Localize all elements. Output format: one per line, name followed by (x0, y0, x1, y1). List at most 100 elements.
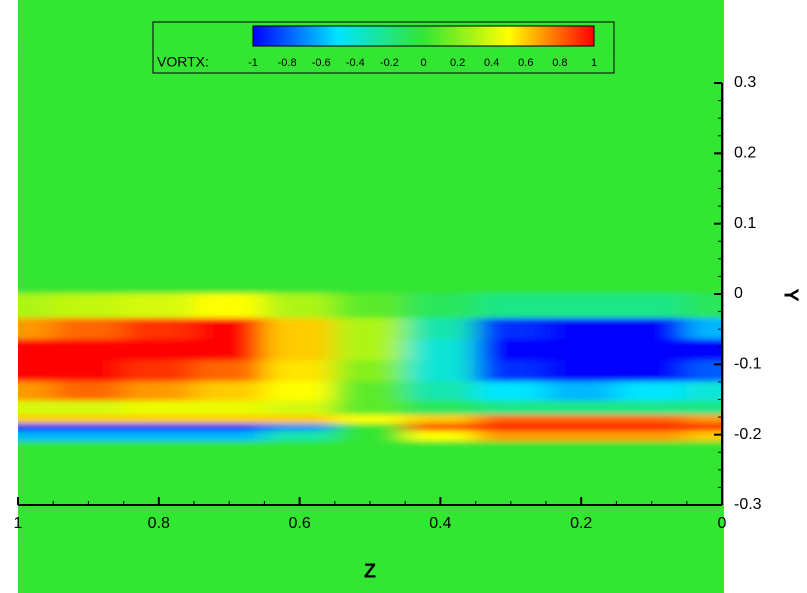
contour-cell (545, 430, 617, 443)
contour-cell (193, 381, 265, 402)
contour-cell (615, 188, 688, 253)
contour-cell (123, 117, 195, 189)
axes: -1 -0.8 -0.6 -0.4 -0.2 0 0.2 0.4 0.6 0.8 1 1 0.8 0.6 0… (14, 57, 762, 532)
contour-cell (18, 188, 54, 253)
contour-cell (545, 400, 617, 416)
contour-cell (475, 188, 547, 253)
x-tick-label: 0.4 (429, 515, 451, 532)
contour-cell (686, 381, 722, 402)
x-tick-label: 0.2 (570, 515, 592, 532)
contour-cell (475, 381, 547, 402)
contour-cell (334, 318, 406, 341)
contour-cell (123, 293, 195, 320)
contour-cell (263, 339, 336, 362)
contour-cell (545, 414, 617, 425)
contour-cell (545, 251, 617, 295)
contour-cell (686, 423, 722, 432)
contour-cell (404, 414, 477, 425)
contour-cell (193, 430, 265, 443)
contour-cell (123, 430, 195, 443)
contour-cell (52, 318, 125, 341)
contour-cell (404, 339, 477, 362)
contour-cell (52, 117, 125, 189)
colorbar-tick-label: 0 (420, 57, 426, 69)
contour-cell (334, 188, 406, 253)
contour-cell (18, 430, 54, 443)
y-tick-label: 0.2 (734, 145, 756, 162)
contour-cell (334, 423, 406, 432)
contour-cell (193, 339, 265, 362)
contour-cell (123, 47, 195, 119)
contour-cell (615, 339, 688, 362)
contour-cell (263, 381, 336, 402)
contour-cell (263, 441, 336, 478)
contour-cell (404, 117, 477, 189)
contour-cell (615, 360, 688, 383)
contour-cell (52, 360, 125, 383)
contour-cell (615, 251, 688, 295)
contour-cell (545, 381, 617, 402)
contour-cell (334, 360, 406, 383)
contour-cell (123, 441, 195, 478)
contour-cell (52, 441, 125, 478)
contour-cell (18, 441, 54, 478)
contour-cell (615, 441, 688, 478)
contour-cell (193, 188, 265, 253)
contour-cell (686, 360, 722, 383)
contour-cell (686, 318, 722, 341)
contour-cell (334, 414, 406, 425)
contour-cell (123, 251, 195, 295)
contour-cell (123, 318, 195, 341)
contour-cell (263, 423, 336, 432)
colorbar-tick-label: -1 (248, 57, 258, 69)
y-tick-label: -0.2 (734, 426, 762, 443)
contour-cell (193, 441, 265, 478)
x-tick-label: 1 (14, 515, 23, 532)
contour-cell (18, 117, 54, 189)
contour-cell (334, 339, 406, 362)
contour-cell (615, 400, 688, 416)
contour-cell (193, 360, 265, 383)
contour-cell (475, 251, 547, 295)
contour-cell (334, 381, 406, 402)
contour-cell (404, 430, 477, 443)
y-axis-label: Y (780, 288, 802, 302)
contour-cell (475, 117, 547, 189)
contour-cell (545, 318, 617, 341)
contour-cell (404, 423, 477, 432)
contour-cell (475, 360, 547, 383)
contour-cell (475, 430, 547, 443)
contour-cell (52, 381, 125, 402)
contour-cell (123, 423, 195, 432)
contour-cell (123, 381, 195, 402)
contour-cell (18, 360, 54, 383)
contour-cell (545, 339, 617, 362)
colorbar-tick-label: 0.8 (552, 57, 567, 69)
legend-label: VORTX: (157, 54, 209, 70)
contour-cell (475, 400, 547, 416)
colorbar-tick-label: -0.4 (346, 57, 365, 69)
contour-cell (193, 423, 265, 432)
x-tick-label: 0.8 (148, 515, 170, 532)
contour-cell (193, 117, 265, 189)
contour-cell (193, 47, 265, 119)
contour-cell (263, 414, 336, 425)
contour-cell (334, 117, 406, 189)
x-tick-label: 0 (718, 515, 727, 532)
contour-cell (263, 430, 336, 443)
contour-cell (334, 441, 406, 478)
contour-cell (18, 339, 54, 362)
contour-cell (18, 400, 54, 416)
contour-cell (52, 47, 125, 119)
contour-cell (193, 400, 265, 416)
contour-cell (615, 381, 688, 402)
contour-cell (686, 430, 722, 443)
contour-cell (545, 423, 617, 432)
contour-cell (123, 360, 195, 383)
x-axis-label: Z (364, 560, 376, 582)
contour-cell (475, 414, 547, 425)
contour-cell (615, 293, 688, 320)
contour-cell (52, 414, 125, 425)
colorbar-tick-label: 0.6 (518, 57, 533, 69)
contour-cell (686, 293, 722, 320)
